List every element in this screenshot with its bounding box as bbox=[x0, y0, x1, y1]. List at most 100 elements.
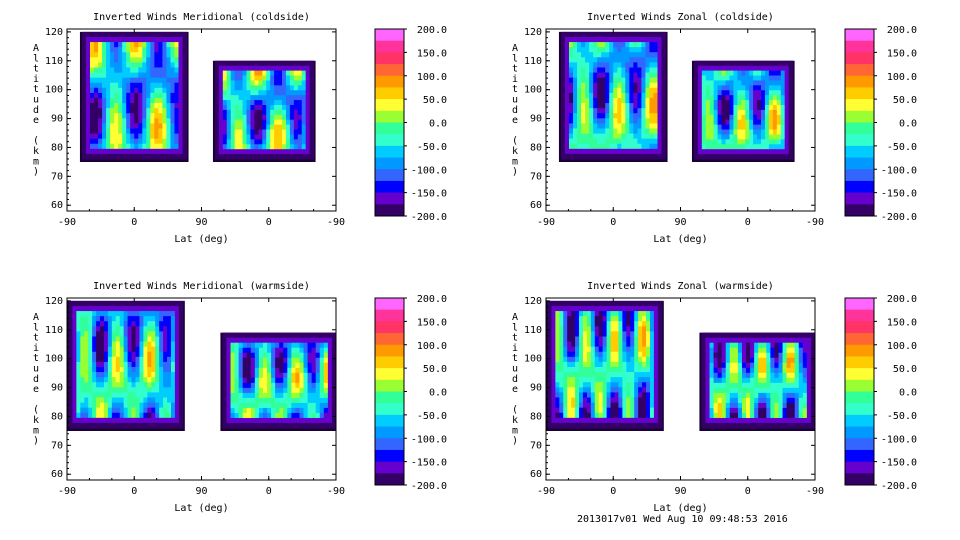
data-cell bbox=[167, 361, 172, 368]
data-cell bbox=[590, 372, 596, 378]
data-cell bbox=[142, 31, 147, 38]
data-cell bbox=[134, 62, 139, 69]
data-cell bbox=[598, 341, 604, 348]
data-cell bbox=[575, 341, 580, 348]
data-cell bbox=[750, 407, 755, 414]
data-cell bbox=[598, 387, 604, 394]
data-cell bbox=[89, 128, 95, 135]
data-cell bbox=[725, 154, 731, 160]
data-cell bbox=[609, 108, 614, 114]
data-cell bbox=[291, 357, 297, 364]
data-cell bbox=[303, 372, 309, 379]
data-cell bbox=[641, 108, 647, 114]
data-cell bbox=[638, 341, 643, 348]
data-cell bbox=[131, 382, 137, 388]
data-cell bbox=[758, 422, 763, 429]
data-cell bbox=[626, 377, 631, 383]
data-cell bbox=[114, 118, 119, 125]
data-cell bbox=[267, 417, 272, 424]
data-cell bbox=[250, 109, 256, 116]
data-cell bbox=[761, 104, 766, 111]
data-cell bbox=[602, 311, 608, 317]
data-cell bbox=[158, 103, 164, 109]
data-cell bbox=[741, 109, 746, 116]
data-cell bbox=[642, 300, 647, 307]
data-cell bbox=[780, 144, 786, 150]
data-cell bbox=[218, 119, 224, 126]
data-cell bbox=[293, 60, 299, 67]
data-cell bbox=[733, 337, 739, 344]
data-cell bbox=[764, 149, 770, 155]
colorbar-swatch bbox=[375, 379, 404, 392]
data-cell bbox=[788, 80, 794, 86]
data-cell bbox=[573, 133, 578, 140]
data-cell bbox=[641, 57, 647, 63]
data-cell bbox=[274, 134, 279, 140]
data-cell bbox=[266, 60, 271, 67]
data-cell bbox=[222, 402, 228, 409]
data-cell bbox=[701, 377, 707, 384]
data-cell bbox=[705, 114, 711, 121]
data-cell bbox=[586, 341, 592, 348]
data-cell bbox=[606, 387, 612, 394]
data-cell bbox=[661, 118, 667, 125]
data-cell bbox=[634, 372, 639, 378]
data-cell bbox=[166, 72, 172, 79]
data-cell bbox=[154, 153, 159, 160]
data-cell bbox=[68, 382, 74, 388]
data-cell bbox=[274, 75, 279, 82]
data-cell bbox=[230, 100, 236, 106]
data-cell bbox=[127, 341, 133, 348]
data-cell bbox=[594, 321, 600, 327]
data-cell bbox=[262, 337, 268, 344]
data-cell bbox=[729, 154, 735, 160]
data-cell bbox=[96, 407, 101, 414]
data-cell bbox=[282, 129, 287, 136]
data-cell bbox=[621, 108, 626, 114]
data-cell bbox=[621, 52, 626, 58]
data-cell bbox=[88, 417, 93, 424]
data-cell bbox=[563, 361, 568, 368]
data-cell bbox=[301, 154, 307, 160]
data-cell bbox=[222, 70, 228, 77]
data-cell bbox=[713, 422, 719, 429]
data-cell bbox=[661, 62, 667, 69]
data-cell bbox=[146, 47, 151, 53]
data-cell bbox=[331, 342, 336, 349]
data-cell bbox=[103, 402, 109, 409]
data-cell bbox=[555, 361, 560, 368]
data-cell bbox=[100, 377, 105, 383]
colorbar-label: -150.0 bbox=[881, 189, 917, 200]
data-cell bbox=[303, 422, 309, 429]
data-cell bbox=[741, 104, 746, 111]
data-cell bbox=[170, 72, 176, 79]
data-cell bbox=[315, 377, 321, 384]
data-cell bbox=[166, 67, 172, 74]
data-cell bbox=[100, 402, 105, 409]
data-cell bbox=[610, 377, 616, 383]
data-cell bbox=[657, 311, 663, 317]
data-cell bbox=[250, 412, 256, 419]
colorbar-label: -50.0 bbox=[417, 142, 447, 153]
data-cell bbox=[764, 85, 770, 91]
data-cell bbox=[98, 42, 103, 48]
data-cell bbox=[701, 119, 707, 126]
data-cell bbox=[709, 417, 715, 424]
data-cell bbox=[151, 351, 156, 358]
data-cell bbox=[780, 80, 786, 86]
data-cell bbox=[250, 417, 256, 424]
data-cell bbox=[649, 356, 655, 363]
data-cell bbox=[323, 372, 329, 379]
data-cell bbox=[646, 300, 651, 307]
data-cell bbox=[582, 397, 588, 404]
data-cell bbox=[147, 392, 152, 399]
data-cell bbox=[697, 114, 703, 121]
data-cell bbox=[150, 57, 155, 63]
data-cell bbox=[103, 366, 109, 373]
data-cell bbox=[143, 397, 148, 404]
data-cell bbox=[617, 92, 622, 99]
data-cell bbox=[649, 103, 655, 109]
data-cell bbox=[593, 148, 598, 155]
data-cell bbox=[593, 108, 598, 114]
data-cell bbox=[170, 412, 176, 419]
